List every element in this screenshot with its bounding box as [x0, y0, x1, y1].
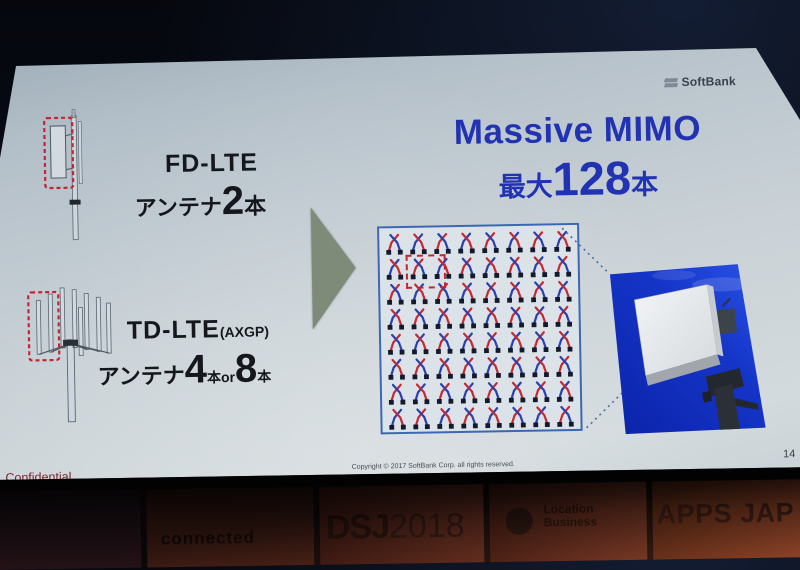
antenna-element: [434, 232, 451, 254]
antenna-element: [460, 357, 477, 379]
antenna-element: [458, 257, 476, 279]
antenna-element: [413, 408, 430, 430]
antenna-element: [554, 230, 571, 252]
antenna-element: [509, 406, 526, 428]
business-label: Business: [543, 513, 598, 529]
antenna-element: [532, 381, 550, 403]
antenna-element: [387, 308, 405, 330]
antenna-element: [554, 255, 572, 277]
antenna-element: [410, 258, 428, 280]
massive-mimo-antenna-photo: [604, 258, 769, 437]
antenna-element: [531, 281, 548, 303]
antenna-element: [386, 258, 404, 280]
connected-label: connected: [160, 527, 256, 549]
antenna-grid-cells: [382, 228, 577, 431]
antenna-element: [507, 281, 524, 303]
location-business-logo-icon: [505, 507, 533, 535]
callout-dotted-lines: [561, 227, 623, 429]
apps-japan-label: APPS JAP: [656, 497, 795, 530]
fd-antenna-highlight: [43, 116, 75, 190]
stage-panel-apps-japan: APPS JAP: [652, 478, 800, 560]
antenna-element: [458, 232, 475, 254]
antenna-element: [530, 256, 548, 278]
fd-antenna-illustration: [43, 109, 83, 241]
td-antenna-highlight: [27, 290, 61, 362]
antenna-element: [410, 233, 427, 255]
antenna-element: [485, 407, 502, 429]
antenna-element: [484, 382, 502, 404]
antenna-element: [386, 233, 403, 255]
antenna-element: [482, 257, 500, 279]
antenna-element: [412, 383, 430, 405]
page-number: 14: [782, 448, 796, 461]
antenna-element: [459, 282, 476, 304]
antenna-element: [482, 232, 499, 254]
antenna-element: [483, 282, 500, 304]
antenna-element: [483, 307, 501, 329]
antenna-element: [435, 307, 453, 329]
stage-panels: connected DSJ2018 Location Business APPS…: [0, 478, 800, 570]
antenna-element: [556, 355, 573, 377]
slide: SoftBank FD-LTE アンテナ2本 TD-LTE(AXGP) アンテナ…: [5, 74, 796, 485]
antenna-element: [506, 231, 523, 253]
antenna-element: [389, 408, 406, 430]
antenna-element: [506, 256, 524, 278]
dsj-logo-text: DSJ: [325, 507, 390, 547]
antenna-element: [555, 305, 573, 327]
antenna-element: [388, 333, 405, 355]
stage-panel-dsj2018: DSJ2018: [319, 484, 485, 565]
antenna-grid: [377, 222, 583, 435]
antenna-element: [388, 358, 405, 380]
antenna-element: [411, 283, 428, 305]
antenna-element: [507, 306, 525, 328]
antenna-element: [435, 282, 452, 304]
antenna-element: [484, 357, 501, 379]
antenna-element: [556, 330, 573, 352]
antenna-element: [556, 380, 574, 402]
antenna-element: [532, 331, 549, 353]
antenna-element: [533, 406, 550, 428]
antenna-element: [437, 407, 454, 429]
antenna-element: [388, 383, 406, 405]
antenna-element: [459, 307, 477, 329]
stage-panel-dark: [0, 489, 142, 570]
antenna-element: [530, 231, 547, 253]
antenna-element: [387, 283, 404, 305]
antenna-element: [434, 257, 452, 279]
antenna-element: [508, 331, 525, 353]
antenna-element: [531, 306, 549, 328]
antenna-element: [508, 381, 526, 403]
stage-panel-connected: connected: [146, 486, 315, 568]
dsj-year: 2018: [388, 506, 465, 546]
antenna-element: [436, 357, 453, 379]
antenna-element: [557, 405, 574, 427]
antenna-element: [532, 356, 549, 378]
antenna-element: [412, 333, 429, 355]
antenna-element: [555, 280, 572, 302]
antenna-element: [461, 407, 478, 429]
stage-panel-location-business: Location Business: [489, 481, 648, 563]
antenna-element: [436, 332, 453, 354]
td-antenna-illustration: [27, 287, 112, 423]
antenna-element: [412, 358, 429, 380]
antenna-element: [484, 332, 501, 354]
antenna-element: [411, 308, 429, 330]
antenna-element: [436, 382, 454, 404]
antenna-element: [508, 356, 525, 378]
antenna-element: [460, 332, 477, 354]
antenna-element: [460, 382, 478, 404]
stage-banner-strip: connected DSJ2018 Location Business APPS…: [0, 466, 800, 570]
